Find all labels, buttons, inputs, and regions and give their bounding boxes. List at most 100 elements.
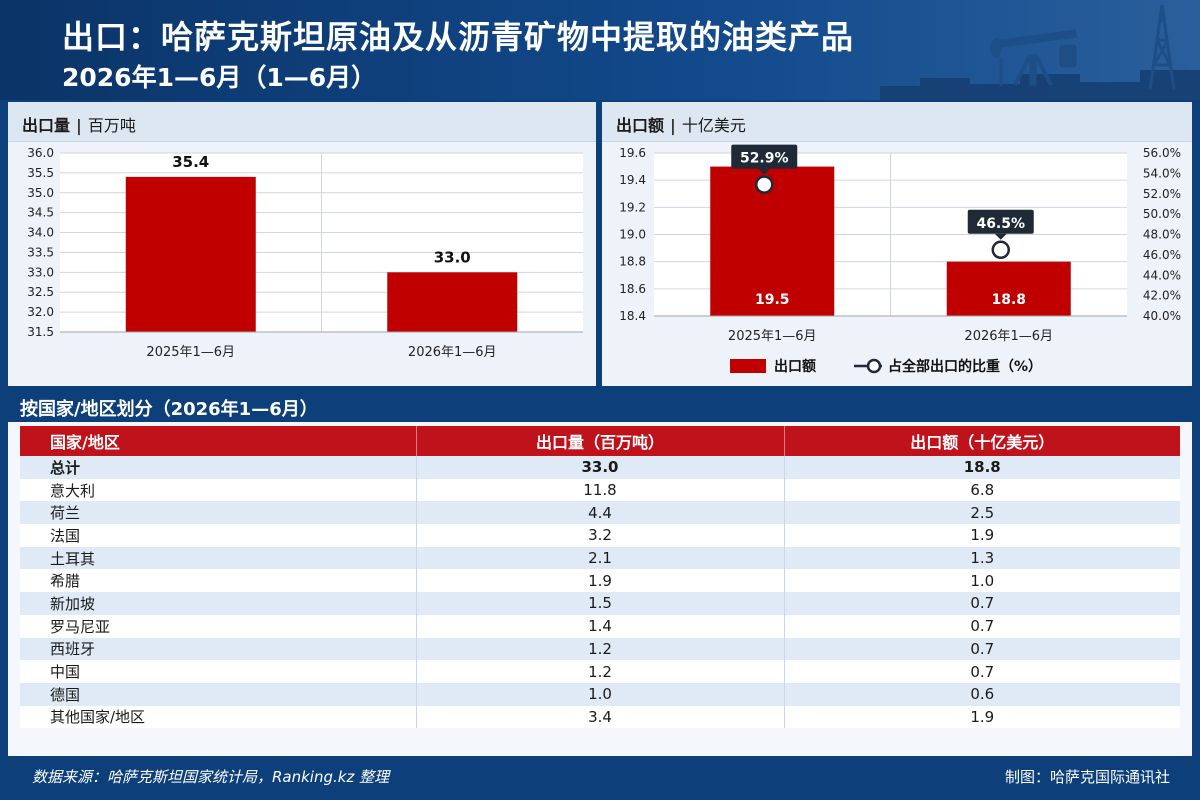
y2-tick-label: 56.0% bbox=[1143, 146, 1181, 160]
legend-bar-swatch bbox=[730, 359, 766, 373]
y2-tick-label: 42.0% bbox=[1143, 289, 1181, 303]
table-row: 德国 1.0 0.6 bbox=[20, 682, 1180, 706]
share-value-label: 46.5% bbox=[976, 216, 1025, 232]
y2-tick-label: 46.0% bbox=[1143, 248, 1181, 262]
cell-country: 罗马尼亚 bbox=[20, 614, 417, 638]
oil-pump-jack-icon bbox=[990, 29, 1078, 87]
cell-volume: 1.2 bbox=[416, 660, 785, 683]
cell-value: 1.9 bbox=[784, 524, 1180, 547]
y-tick-label: 31.5 bbox=[27, 325, 54, 339]
table-row: 罗马尼亚 1.4 0.7 bbox=[20, 614, 1180, 638]
share-callout-box bbox=[967, 209, 1034, 234]
y-tick-label: 32.0 bbox=[27, 305, 54, 319]
share-callout-box bbox=[731, 144, 798, 169]
y-tick-label: 33.0 bbox=[27, 265, 54, 279]
legend-bar-label: 出口额 bbox=[774, 358, 816, 375]
value-chart-title: 出口额 bbox=[616, 116, 665, 135]
bar-value-label: 35.4 bbox=[172, 153, 209, 171]
y-tick-label: 35.0 bbox=[27, 186, 54, 200]
bar bbox=[946, 261, 1071, 316]
share-point bbox=[755, 175, 774, 194]
value-chart-panel: 出口额 | 十亿美元 18.4 18.6 18.8 19.0 19.2 19.4 19.6 40.… bbox=[602, 102, 1192, 386]
table-body: 总计 33.0 18.8 意大利 11.8 6.8 荷兰 4.4 2.5 法国 3.2 1.9 土耳其 2… bbox=[20, 456, 1180, 729]
table-total-row: 总计 33.0 18.8 bbox=[20, 456, 1180, 479]
bar bbox=[125, 176, 256, 332]
cell-value: 6.8 bbox=[784, 478, 1180, 502]
cell-country: 中国 bbox=[20, 660, 417, 683]
cell-volume: 3.4 bbox=[416, 705, 785, 729]
cell-value: 0.7 bbox=[784, 660, 1180, 683]
table-row: 荷兰 4.4 2.5 bbox=[20, 501, 1180, 525]
y-tick-label: 33.5 bbox=[27, 245, 54, 259]
share-value-label: 52.9% bbox=[740, 151, 789, 167]
y-tick-label: 36.0 bbox=[27, 146, 54, 160]
y2-tick-label: 40.0% bbox=[1143, 309, 1181, 323]
cell-volume: 1.2 bbox=[416, 637, 785, 661]
cell-value: 1.9 bbox=[784, 705, 1180, 729]
table-row: 其他国家/地区 3.4 1.9 bbox=[20, 705, 1180, 729]
cell-volume: 1.4 bbox=[416, 614, 785, 638]
y-tick-label: 19.0 bbox=[619, 228, 646, 242]
y-tick-label: 19.4 bbox=[619, 173, 646, 187]
cell-volume: 4.4 bbox=[416, 501, 785, 525]
cell-country: 德国 bbox=[20, 682, 417, 706]
bar bbox=[710, 166, 835, 316]
country-table-section: 按国家/地区划分（2026年1—6月） 国家/地区 出口量（百万吨） 出口额（十… bbox=[8, 390, 1192, 756]
bar bbox=[387, 272, 518, 332]
cell-value: 2.5 bbox=[784, 501, 1180, 525]
cell-country: 其他国家/地区 bbox=[20, 705, 417, 729]
cell-volume: 33.0 bbox=[416, 456, 785, 479]
cell-volume: 1.5 bbox=[416, 592, 785, 615]
cell-volume: 11.8 bbox=[416, 478, 785, 502]
x-tick-label: 2025年1—6月 bbox=[146, 345, 235, 360]
y2-tick-label: 52.0% bbox=[1143, 187, 1181, 201]
table-row: 意大利 11.8 6.8 bbox=[20, 478, 1180, 502]
y-tick-label: 18.8 bbox=[619, 255, 646, 269]
cell-country: 西班牙 bbox=[20, 637, 417, 661]
cell-value: 0.6 bbox=[784, 682, 1180, 706]
footer: 数据来源：哈萨克斯坦国家统计局，Ranking.kz 整理 制图：哈萨克国际通讯… bbox=[0, 756, 1200, 800]
table-section-title: 按国家/地区划分（2026年1—6月） bbox=[8, 390, 1192, 422]
graphic-credit: 制图：哈萨克国际通讯社 bbox=[1004, 768, 1170, 786]
cell-country: 新加坡 bbox=[20, 592, 417, 615]
cell-volume: 1.9 bbox=[416, 569, 785, 593]
bar-value-label: 19.5 bbox=[755, 292, 790, 308]
cell-volume: 2.1 bbox=[416, 546, 785, 570]
cell-country: 希腊 bbox=[20, 569, 417, 593]
cell-country: 土耳其 bbox=[20, 546, 417, 570]
oil-derrick-icon bbox=[1148, 4, 1176, 91]
cell-country: 意大利 bbox=[20, 478, 417, 502]
country-table: 国家/地区 出口量（百万吨） 出口额（十亿美元） 总计 33.0 18.8 意大利 11… bbox=[20, 426, 1180, 729]
x-tick-label: 2025年1—6月 bbox=[728, 329, 817, 344]
bar-value-label: 18.8 bbox=[991, 292, 1026, 308]
y-tick-label: 19.6 bbox=[619, 146, 646, 160]
column-header-volume: 出口量（百万吨） bbox=[416, 426, 785, 456]
table-header-row: 国家/地区 出口量（百万吨） 出口额（十亿美元） bbox=[20, 426, 1180, 456]
share-callout-pointer bbox=[758, 168, 771, 175]
cell-country: 总计 bbox=[20, 456, 417, 479]
y2-tick-label: 44.0% bbox=[1143, 268, 1181, 282]
table-row: 中国 1.2 0.7 bbox=[20, 660, 1180, 683]
table-row: 法国 3.2 1.9 bbox=[20, 524, 1180, 547]
legend-line-label: 占全部出口的比重（%） bbox=[888, 358, 1042, 375]
volume-chart: 31.5 32.0 32.5 33.0 33.5 34.0 34.5 35.0 35.5 36.0… bbox=[27, 146, 583, 360]
cell-value: 0.7 bbox=[784, 614, 1180, 638]
cell-volume: 1.0 bbox=[416, 682, 785, 706]
y2-tick-label: 54.0% bbox=[1143, 166, 1181, 180]
share-point bbox=[991, 240, 1010, 260]
y-tick-label: 19.2 bbox=[619, 200, 646, 214]
table-row: 西班牙 1.2 0.7 bbox=[20, 637, 1180, 661]
volume-chart-panel: 出口量 | 百万吨 31.5 32.0 32.5 33.0 33.5 34.0 34.5 35.0… bbox=[8, 102, 596, 386]
y-tick-label: 34.5 bbox=[27, 206, 54, 220]
volume-chart-unit: 百万吨 bbox=[87, 116, 136, 135]
y-tick-label: 32.5 bbox=[27, 285, 54, 299]
x-tick-label: 2026年1—6月 bbox=[408, 345, 497, 360]
table-row: 土耳其 2.1 1.3 bbox=[20, 546, 1180, 570]
page-subtitle: 2026年1—6月（1—6月） bbox=[62, 63, 377, 92]
share-callout-pointer bbox=[994, 233, 1007, 240]
cell-volume: 3.2 bbox=[416, 524, 785, 547]
cell-value: 1.3 bbox=[784, 546, 1180, 570]
y-tick-label: 18.6 bbox=[619, 282, 646, 296]
bar-value-label: 33.0 bbox=[434, 248, 471, 266]
column-header-value: 出口额（十亿美元） bbox=[784, 426, 1180, 456]
